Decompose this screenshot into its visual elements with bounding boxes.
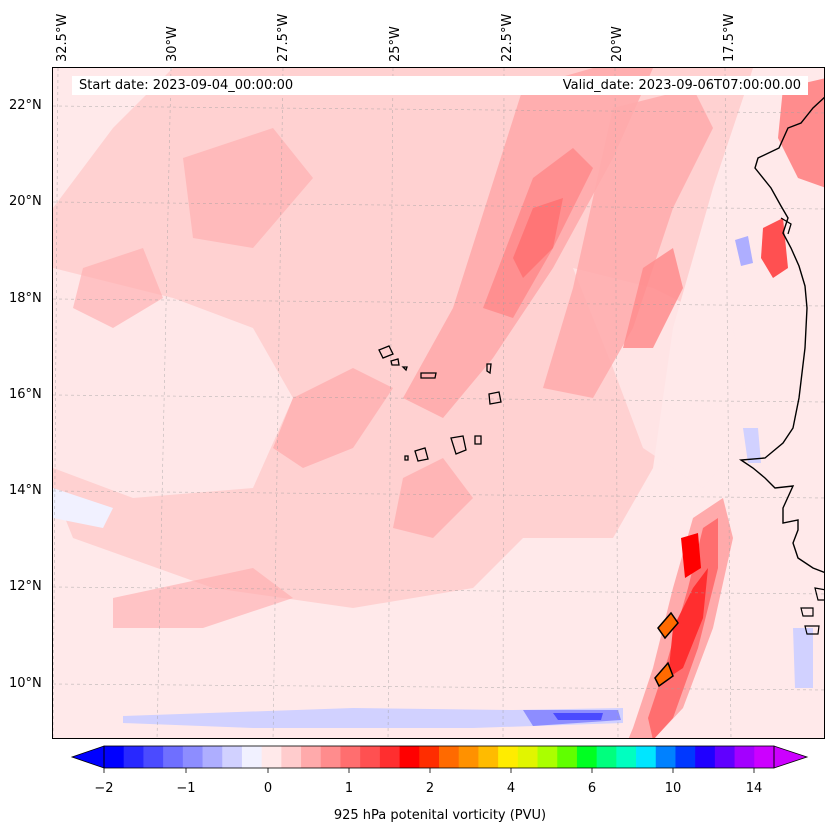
- african-coastline: [738, 96, 824, 573]
- colorbar-cell: [439, 746, 460, 768]
- colorbar-cell: [281, 746, 302, 768]
- lat-label-22n: 22°N: [9, 98, 42, 113]
- colorbar-cell: [143, 746, 164, 768]
- colorbar-cell: [360, 746, 381, 768]
- lat-label-12n: 12°N: [9, 579, 42, 594]
- colorbar-cell: [537, 746, 558, 768]
- lon-label-30w: 30°W: [165, 26, 180, 62]
- colorbar-cell: [202, 746, 223, 768]
- pv-negative-strip: [553, 713, 603, 720]
- pv-streak-medium: [543, 88, 713, 398]
- pv-negative-patch: [793, 628, 813, 688]
- colorbar-tick-label: 14: [745, 781, 763, 796]
- colorbar-tick-label: 2: [425, 781, 435, 796]
- start-date-label: Start date: 2023-09-04_00:00:00: [79, 78, 294, 93]
- date-info-bar: [72, 76, 808, 95]
- colorbar-cell: [655, 746, 676, 768]
- cape-verde-islands: [378, 345, 502, 462]
- pv-streak-medium: [393, 458, 473, 538]
- lon-label-32-5w: 32.5°W: [55, 13, 70, 62]
- pv-streak-medium: [273, 368, 393, 468]
- lon-label-27-5w: 27.5°W: [276, 13, 291, 62]
- lon-label-22-5w: 22.5°W: [500, 13, 515, 62]
- lat-label-18n: 18°N: [9, 291, 42, 306]
- pv-ne-maximum: [761, 218, 788, 278]
- pv-ne-maximum: [778, 78, 824, 188]
- colorbar-cell: [576, 746, 598, 768]
- pv-band-light: [53, 608, 633, 718]
- pv-negative-patch: [743, 428, 761, 463]
- colorbar-title: 925 hPa potenital vorticity (PVU): [333, 808, 547, 823]
- lon-label-17-5w: 17.5°W: [722, 13, 737, 62]
- colorbar-cell: [675, 746, 696, 768]
- colorbar-cell: [458, 746, 479, 768]
- colorbar-cell: [616, 746, 637, 768]
- colorbar-cell: [379, 746, 401, 768]
- colorbar-cell: [241, 746, 263, 768]
- colorbar-cell: [182, 746, 204, 768]
- colorbar-cell: [478, 746, 499, 768]
- colorbar-cell: [636, 746, 657, 768]
- pv-negative-patch: [735, 236, 753, 266]
- colorbar-cell: [399, 746, 420, 768]
- pv-field: [53, 68, 824, 738]
- colorbar-min-arrow: [70, 745, 105, 769]
- colorbar-tick-label: 6: [587, 781, 597, 796]
- pv-streak-medium: [73, 248, 163, 328]
- lon-label-25w: 25°W: [388, 26, 403, 62]
- colorbar-cell: [714, 746, 736, 768]
- pv-negative-patch: [53, 488, 113, 528]
- colorbar-cell: [419, 746, 440, 768]
- colorbar-tick-label: −1: [176, 781, 196, 796]
- pv-streak-strong: [513, 198, 563, 278]
- pv-storm-core: [681, 533, 701, 578]
- colorbar-cell: [498, 746, 519, 768]
- pv-storm-core: [654, 661, 674, 688]
- colorbar-cell: [163, 746, 184, 768]
- graticule: [53, 68, 824, 738]
- colorbar-cell: [695, 746, 716, 768]
- pv-storm-band: [668, 568, 708, 678]
- colorbar-outline: [103, 745, 775, 769]
- pv-map: [52, 67, 825, 739]
- colorbar-cell: [517, 746, 539, 768]
- colorbar-tick-label: 4: [506, 781, 516, 796]
- colorbar-cell: [261, 746, 282, 768]
- colorbar-cell: [734, 746, 755, 768]
- colorbar-cell: [754, 746, 775, 768]
- colorbar-cell: [340, 746, 361, 768]
- colorbar-cells: [104, 746, 775, 768]
- pv-streak-strong: [623, 248, 683, 348]
- colorbar-ticks: [103, 768, 755, 773]
- lat-label-20n: 20°N: [9, 194, 42, 209]
- pv-streak-medium: [183, 128, 313, 248]
- colorbar-tick-label: 0: [263, 781, 273, 796]
- colorbar-cell: [123, 746, 144, 768]
- colorbar-tick-label: 10: [664, 781, 682, 796]
- colorbar-max-arrow: [773, 745, 809, 769]
- pv-negative-strip: [123, 708, 623, 728]
- colorbar-tick-label: −2: [94, 781, 114, 796]
- lat-label-14n: 14°N: [9, 483, 42, 498]
- pv-storm-core: [657, 611, 679, 640]
- colorbar-cell: [104, 746, 125, 768]
- lat-label-16n: 16°N: [9, 387, 42, 402]
- colorbar-cell: [320, 746, 341, 768]
- colorbar-cell: [222, 746, 243, 768]
- colorbar-cell: [596, 746, 617, 768]
- lon-label-20w: 20°W: [610, 26, 625, 62]
- lat-label-10n: 10°N: [9, 676, 42, 691]
- colorbar-cell: [557, 746, 578, 768]
- colorbar-cell: [301, 746, 322, 768]
- pv-streak-medium: [113, 568, 293, 628]
- african-coastline: [780, 217, 792, 235]
- colorbar-tick-label: 1: [344, 781, 354, 796]
- valid-date-label: Valid_date: 2023-09-06T07:00:00.00: [562, 78, 801, 93]
- coastal-islands: [800, 587, 824, 635]
